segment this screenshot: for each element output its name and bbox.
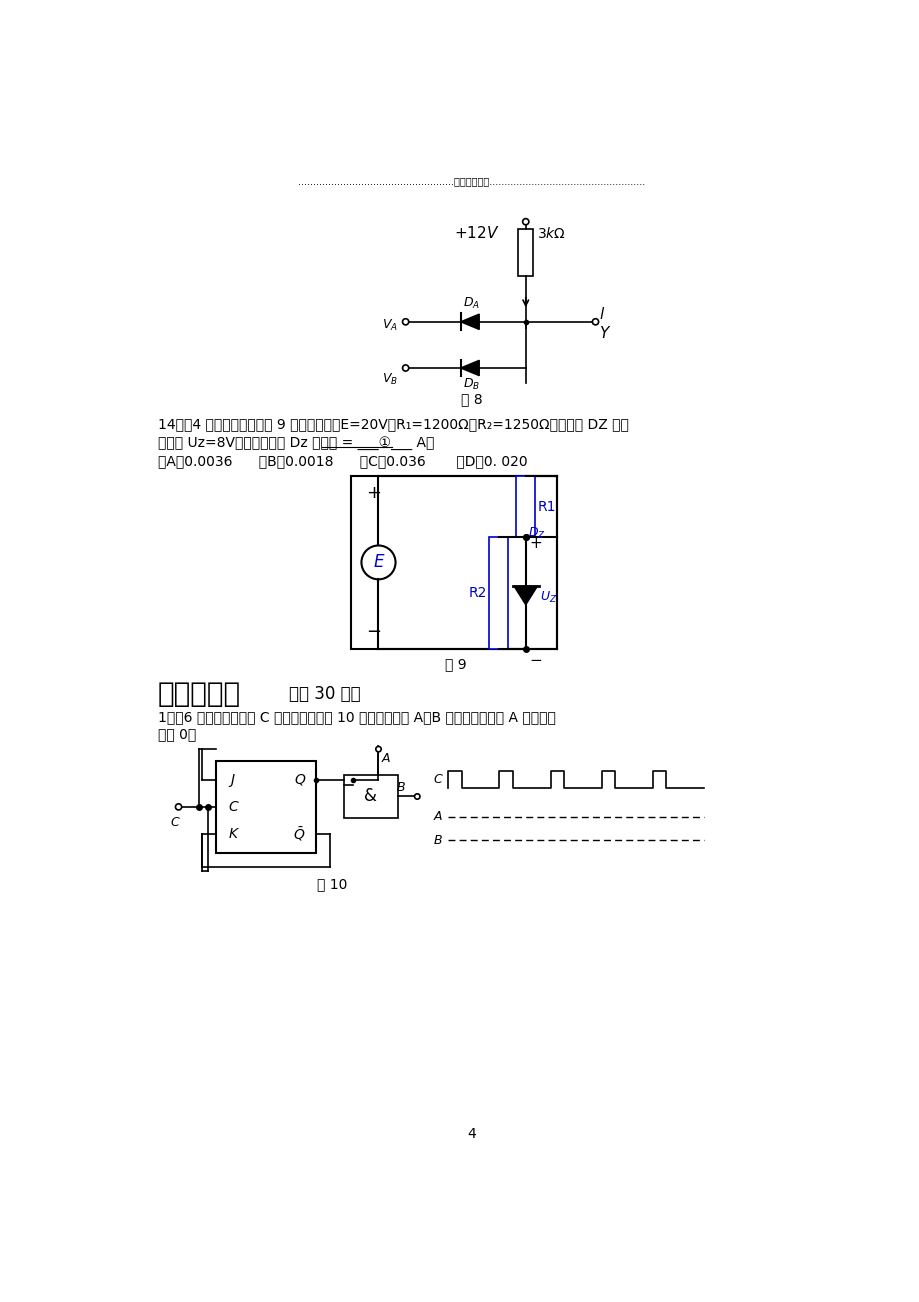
Text: 1、（6 分）逻辑电路及 C 脉冲的波形如图 10 所示，试画出 A、B 端的波形。（设 A 的初始状: 1、（6 分）逻辑电路及 C 脉冲的波形如图 10 所示，试画出 A、B 端的波… [157,710,555,724]
Text: J: J [231,773,234,786]
Text: R1: R1 [537,500,555,513]
Polygon shape [460,361,479,376]
Text: $D_B$: $D_B$ [462,378,480,392]
Text: +: + [366,484,381,501]
Text: （A）0.0036      （B）0.0018      （C）0.036       （D）0. 020: （A）0.0036 （B）0.0018 （C）0.036 （D）0. 020 [157,454,527,469]
Text: $\bar{Q}$: $\bar{Q}$ [293,825,305,842]
Circle shape [361,546,395,579]
Text: $U_Z$: $U_Z$ [539,590,556,604]
Bar [516,475,535,538]
Bar [216,760,316,853]
Circle shape [522,219,528,225]
Polygon shape [460,314,479,329]
Text: Q: Q [294,773,304,786]
Bar [489,538,507,648]
Text: 图 8: 图 8 [460,392,482,406]
Text: 二、作图题: 二、作图题 [157,680,241,708]
Bar [351,475,556,648]
Text: K: K [228,827,237,841]
Text: 图 10: 图 10 [316,876,346,891]
Text: B: B [433,833,441,846]
Circle shape [414,794,419,799]
Text: $D_Z$: $D_Z$ [528,526,545,542]
Text: C: C [170,816,179,829]
Circle shape [176,803,181,810]
Text: +: + [529,536,542,551]
Circle shape [592,319,598,326]
Text: A: A [381,753,390,766]
Bar [344,775,397,819]
Bar [517,229,533,276]
Circle shape [375,746,380,751]
Text: 定电压 Uz=8V，通过稳压管 Dz 的电流 = ___①___ A。: 定电压 Uz=8V，通过稳压管 Dz 的电流 = ___①___ A。 [157,436,434,449]
Text: C: C [433,772,441,785]
Text: 14、（4 分）稳压电路如图 9 所示，已知：E=20V，R₁=1200Ω，R₂=1250Ω，稳压管 DZ 的稳: 14、（4 分）稳压电路如图 9 所示，已知：E=20V，R₁=1200Ω，R₂… [157,417,628,431]
Text: 态为 0）: 态为 0） [157,727,196,741]
Text: （共 30 分）: （共 30 分） [289,685,360,703]
Text: −: − [366,624,381,641]
Text: C: C [228,799,237,814]
Text: $V_A$: $V_A$ [381,318,398,333]
Text: $D_A$: $D_A$ [462,296,480,311]
Text: $V_B$: $V_B$ [381,372,398,387]
Text: E: E [373,553,383,572]
Circle shape [403,319,408,326]
Text: −: − [529,652,542,668]
Circle shape [403,365,408,371]
Text: $3k\Omega$: $3k\Omega$ [537,225,566,241]
Text: $Y$: $Y$ [598,326,611,341]
Text: $l$: $l$ [598,306,605,322]
Text: ....................................................精品资料推荐......................: ........................................… [298,176,644,186]
Text: &: & [364,788,377,806]
Text: 图 9: 图 9 [445,658,466,672]
Text: $+12V$: $+12V$ [454,225,499,241]
Text: R2: R2 [468,586,486,600]
Text: A: A [433,810,441,823]
Polygon shape [514,586,537,604]
Text: 4: 4 [467,1128,475,1141]
Text: B: B [397,781,405,794]
